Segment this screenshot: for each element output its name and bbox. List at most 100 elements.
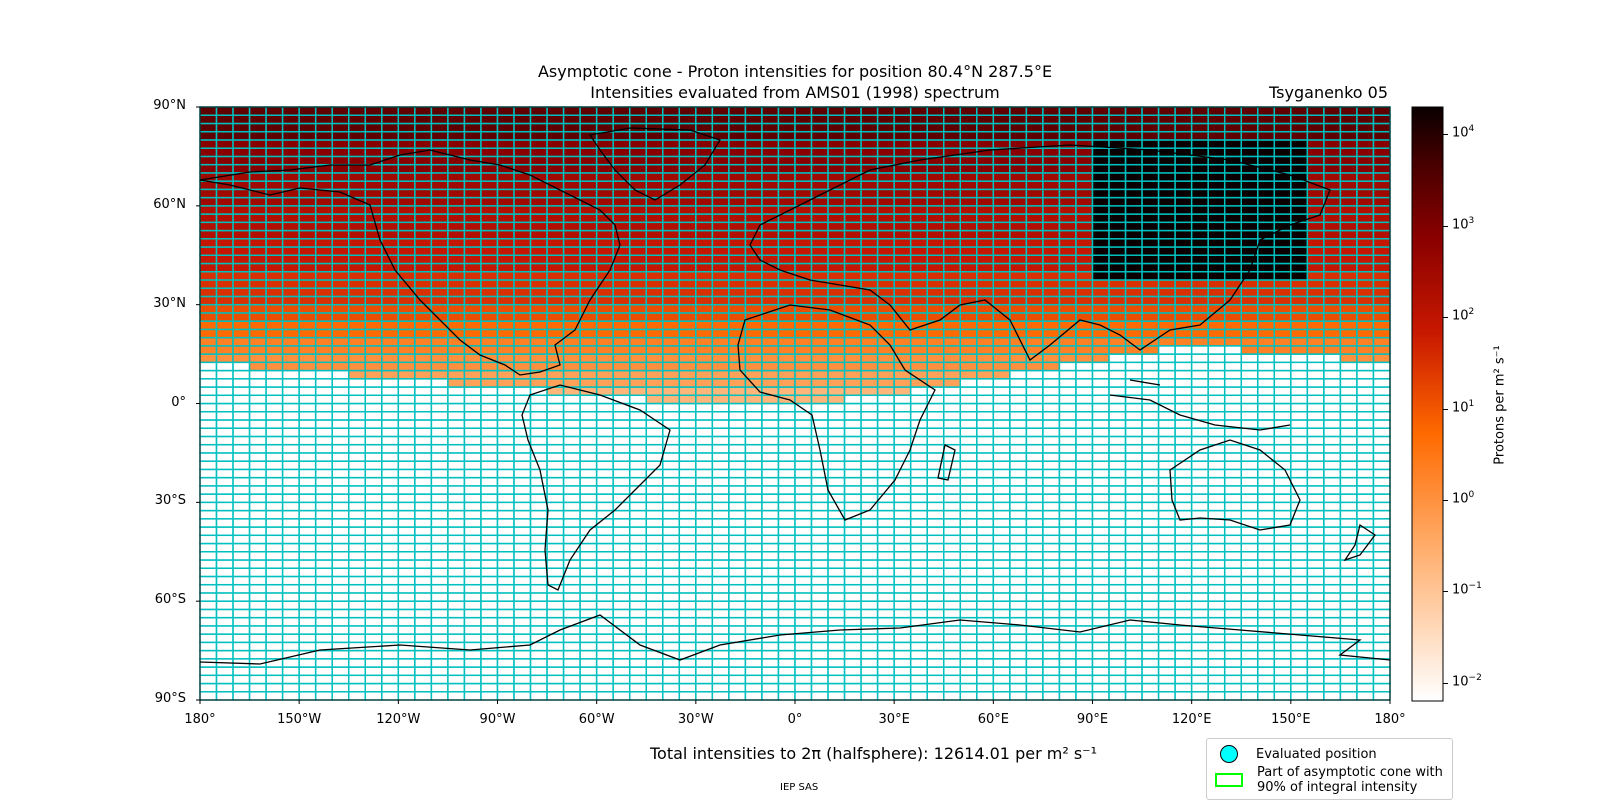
intensity-cell (1091, 600, 1110, 611)
intensity-cell (678, 460, 697, 471)
intensity-cell (794, 452, 813, 462)
intensity-cell (678, 188, 697, 199)
intensity-cell (695, 633, 714, 644)
intensity-cell (943, 666, 962, 677)
intensity-cell (496, 221, 515, 232)
intensity-cell (562, 303, 581, 314)
intensity-cell (414, 139, 433, 149)
intensity-cell (1257, 485, 1276, 495)
intensity-cell (711, 567, 730, 578)
intensity-cell (1091, 583, 1110, 594)
intensity-cell (860, 279, 879, 289)
intensity-cell (943, 419, 962, 429)
intensity-cell (232, 575, 251, 586)
intensity-cell (1323, 641, 1342, 652)
intensity-cell (463, 394, 482, 405)
intensity-cell (1141, 155, 1160, 166)
intensity-cell (662, 575, 681, 586)
intensity-cell (1207, 312, 1226, 322)
intensity-cell (728, 130, 747, 141)
intensity-cell (529, 139, 548, 149)
intensity-cell (579, 303, 598, 314)
intensity-cell (397, 427, 416, 438)
intensity-cell (562, 641, 581, 652)
intensity-cell (414, 452, 433, 462)
intensity-cell (1157, 452, 1176, 462)
intensity-cell (1240, 303, 1259, 314)
intensity-cell (430, 534, 449, 545)
intensity-cell (199, 328, 218, 339)
intensity-cell (430, 155, 449, 166)
intensity-cell (595, 345, 614, 355)
intensity-cell (976, 130, 995, 141)
intensity-cell (1257, 345, 1276, 355)
intensity-cell (744, 691, 763, 701)
intensity-cell (728, 526, 747, 537)
intensity-cell (926, 221, 945, 232)
intensity-cell (331, 130, 350, 141)
intensity-cell (1009, 106, 1028, 116)
intensity-cell (397, 353, 416, 364)
intensity-cell (612, 608, 631, 619)
intensity-cell (215, 534, 234, 545)
intensity-cell (893, 279, 912, 289)
intensity-cell (496, 188, 515, 199)
intensity-cell (1290, 361, 1309, 372)
intensity-cell (777, 328, 796, 339)
intensity-cell (1042, 583, 1061, 594)
intensity-cell (1323, 394, 1342, 405)
intensity-cell (695, 485, 714, 495)
intensity-cell (1273, 616, 1292, 627)
intensity-cell (959, 188, 978, 199)
intensity-cell (546, 443, 565, 454)
intensity-cell (827, 666, 846, 677)
intensity-cell (893, 583, 912, 594)
intensity-cell (331, 649, 350, 660)
intensity-cell (943, 641, 962, 652)
intensity-cell (1075, 691, 1094, 701)
intensity-cell (695, 336, 714, 347)
intensity-cell (1141, 238, 1160, 248)
intensity-cell (1091, 608, 1110, 619)
intensity-cell (976, 229, 995, 240)
intensity-cell (645, 147, 664, 158)
intensity-cell (1339, 616, 1358, 627)
intensity-cell (248, 674, 267, 685)
intensity-cell (777, 106, 796, 116)
intensity-cell (1075, 139, 1094, 149)
intensity-cell (1141, 476, 1160, 487)
intensity-cell (1124, 279, 1143, 289)
intensity-cell (397, 196, 416, 207)
intensity-cell (1273, 452, 1292, 462)
intensity-cell (331, 583, 350, 594)
intensity-cell (215, 303, 234, 314)
intensity-cell (976, 608, 995, 619)
intensity-cell (232, 666, 251, 677)
intensity-cell (248, 130, 267, 141)
intensity-cell (628, 649, 648, 660)
intensity-cell (1174, 600, 1193, 611)
intensity-cell (843, 106, 862, 116)
intensity-cell (314, 633, 333, 644)
intensity-cell (645, 386, 664, 397)
intensity-cell (612, 658, 631, 668)
intensity-cell (1273, 369, 1292, 380)
intensity-cell (926, 238, 945, 248)
intensity-cell (298, 221, 317, 232)
intensity-cell (331, 279, 350, 289)
intensity-cell (645, 542, 664, 553)
intensity-cell (1339, 534, 1358, 545)
intensity-cell (1058, 608, 1077, 619)
intensity-cell (943, 526, 962, 537)
intensity-cell (298, 229, 317, 240)
intensity-cell (843, 229, 862, 240)
intensity-cell (1240, 114, 1259, 125)
intensity-cell (1290, 592, 1309, 602)
intensity-cell (579, 468, 598, 479)
intensity-cell (1025, 320, 1044, 331)
intensity-cell (860, 592, 879, 602)
intensity-cell (662, 452, 681, 462)
intensity-cell (529, 147, 548, 158)
intensity-cell (728, 674, 747, 685)
intensity-cell (711, 658, 730, 668)
